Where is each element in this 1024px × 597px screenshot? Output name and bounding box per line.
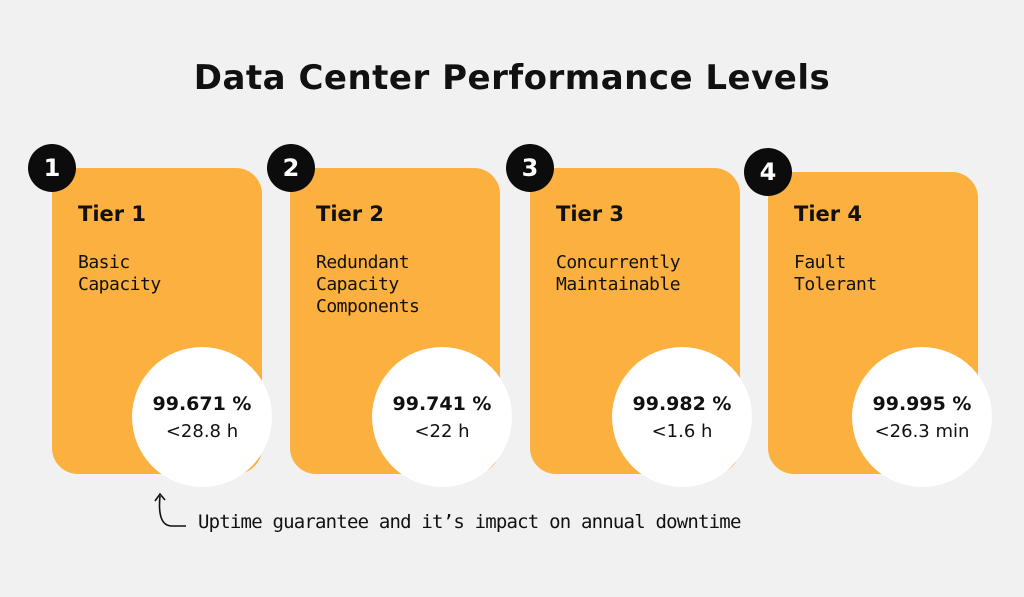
tier-number-badge: 3 [506,144,554,192]
footnote: Uptime guarantee and it’s impact on annu… [198,511,741,533]
tier-number-badge: 4 [744,148,792,196]
tier-description: Concurrently Maintainable [556,252,681,295]
annual-downtime: <28.8 h [165,420,239,442]
tier-name: Tier 2 [316,202,385,226]
tier-number-badge: 2 [267,144,315,192]
curved-arrow-up-icon [154,492,186,527]
uptime-percent: 99.995 % [872,392,972,415]
annual-downtime: <1.6 h [651,420,713,442]
tier-name: Tier 3 [556,202,625,226]
annual-downtime: <26.3 min [874,420,970,442]
uptime-circle-3: 99.982 % <1.6 h [612,347,752,487]
tier-name: Tier 1 [78,202,147,226]
page-title: Data Center Performance Levels [193,58,831,98]
tier-description: Fault Tolerant [794,252,877,295]
uptime-percent: 99.741 % [392,392,492,415]
tier-description: Basic Capacity [78,252,161,295]
uptime-circle-4: 99.995 % <26.3 min [852,347,992,487]
tier-number-badge: 1 [28,144,76,192]
uptime-circle-1: 99.671 % <28.8 h [132,347,272,487]
uptime-circle-2: 99.741 % <22 h [372,347,512,487]
tier-name: Tier 4 [794,202,863,226]
uptime-percent: 99.671 % [152,392,252,415]
uptime-percent: 99.982 % [632,392,732,415]
annual-downtime: <22 h [414,420,470,442]
tier-description: Redundant Capacity Components [316,252,420,317]
